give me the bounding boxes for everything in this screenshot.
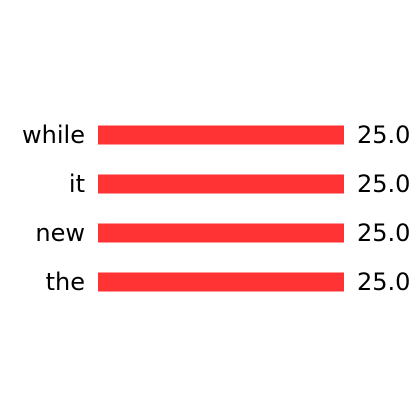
category-label: it [69,170,85,198]
value-label: 25.0 [357,268,410,296]
category-label: new [35,219,85,247]
bars-group [98,125,344,292]
bar-new [98,223,344,243]
bar-while [98,125,344,145]
category-label: while [22,121,85,149]
bar-the [98,272,344,292]
value-label: 25.0 [357,121,410,149]
value-label: 25.0 [357,219,410,247]
bar-it [98,174,344,194]
value-labels-group: 25.0 25.0 25.0 25.0 [357,121,410,296]
value-label: 25.0 [357,170,410,198]
category-label: the [46,268,85,296]
category-labels-group: while it new the [22,121,85,296]
